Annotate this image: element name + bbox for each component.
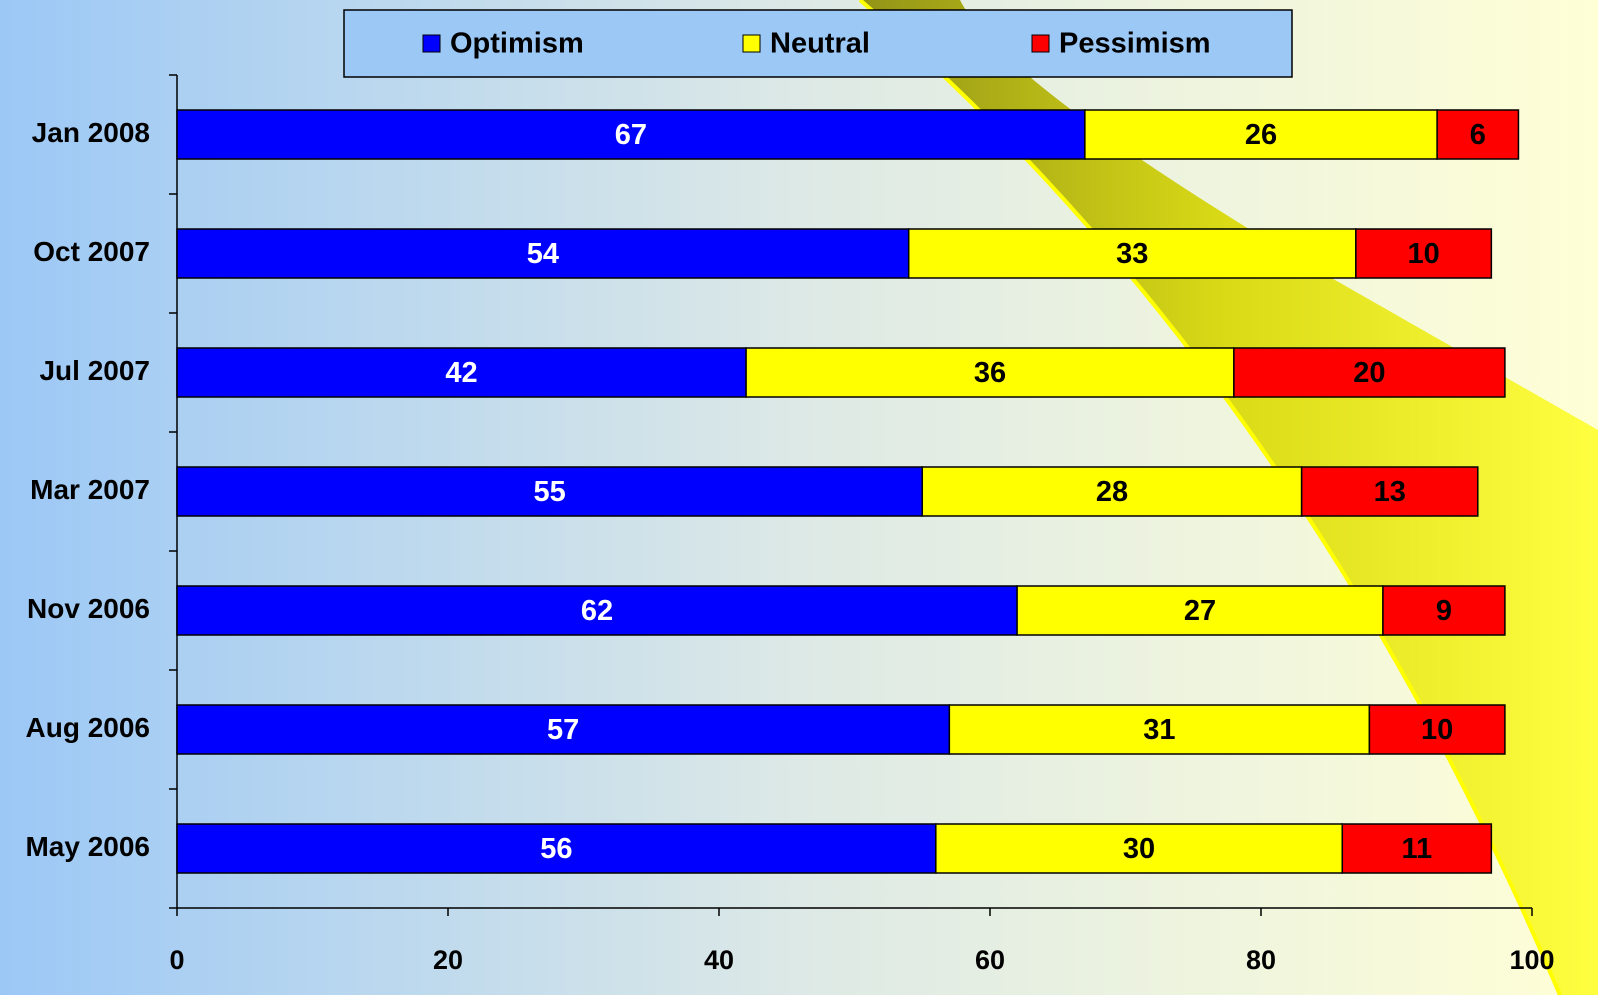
data-label: 42 (445, 357, 477, 389)
y-tick-label: Nov 2006 (27, 593, 150, 624)
data-label: 33 (1116, 238, 1148, 270)
bar-segment (176, 109, 1086, 160)
data-label: 36 (974, 357, 1006, 389)
data-label: 67 (615, 119, 647, 151)
legend-label: Neutral (770, 28, 870, 60)
bar-segment (1300, 466, 1479, 517)
data-label: 54 (527, 238, 559, 270)
data-label: 13 (1374, 476, 1406, 508)
x-tick-label: 0 (169, 945, 184, 975)
bar-segment (1233, 347, 1506, 398)
data-label: 30 (1123, 833, 1155, 865)
bar-segment (745, 347, 1235, 398)
data-label: 11 (1401, 833, 1432, 865)
data-label: 6 (1470, 119, 1486, 151)
y-tick-label: Oct 2007 (33, 236, 150, 267)
y-tick-label: Jul 2007 (39, 355, 150, 386)
legend-swatch (742, 34, 761, 53)
data-label: 28 (1096, 476, 1128, 508)
bar-segment (176, 704, 951, 755)
bar-segment (1341, 823, 1493, 874)
data-label: 10 (1421, 714, 1453, 746)
bar-segment (1436, 109, 1520, 160)
legend-swatch (1031, 34, 1050, 53)
data-label: 26 (1245, 119, 1277, 151)
x-tick-label: 40 (704, 945, 734, 975)
bar-segment (176, 466, 923, 517)
bar-segment (1355, 228, 1493, 279)
plot: 0 20 40 60 80 100 Optimism Neutral Pessimism Jan … (25, 28, 1554, 975)
data-label: 9 (1436, 595, 1452, 627)
bar-segment (1016, 585, 1384, 636)
bar-segment (1382, 585, 1506, 636)
bar-segment (176, 347, 747, 398)
y-tick-label: May 2006 (25, 831, 150, 862)
data-label: 56 (540, 833, 572, 865)
data-label: 31 (1143, 714, 1175, 746)
legend-swatch (422, 34, 441, 53)
y-tick-label: Jan 2008 (32, 117, 150, 148)
data-label: 27 (1184, 595, 1216, 627)
legend-box (343, 9, 1293, 78)
x-tick-label: 80 (1246, 945, 1276, 975)
y-tick-label: Aug 2006 (26, 712, 151, 743)
bar-segment (176, 585, 1018, 636)
bar-segment (176, 228, 910, 279)
data-label: 10 (1407, 238, 1439, 270)
x-tick-label: 60 (975, 945, 1005, 975)
bar-segment (1368, 704, 1506, 755)
legend-label: Optimism (450, 28, 584, 60)
data-label: 20 (1353, 357, 1385, 389)
x-tick-label: 100 (1509, 945, 1554, 975)
bar-segment (1084, 109, 1438, 160)
y-tick-label: Mar 2007 (30, 474, 150, 505)
bar-segment (935, 823, 1344, 874)
data-label: 62 (581, 595, 613, 627)
x-tick-label: 20 (433, 945, 463, 975)
bar-segment (907, 228, 1357, 279)
data-label: 57 (547, 714, 579, 746)
data-label: 55 (533, 476, 565, 508)
legend-label: Pessimism (1059, 28, 1211, 60)
